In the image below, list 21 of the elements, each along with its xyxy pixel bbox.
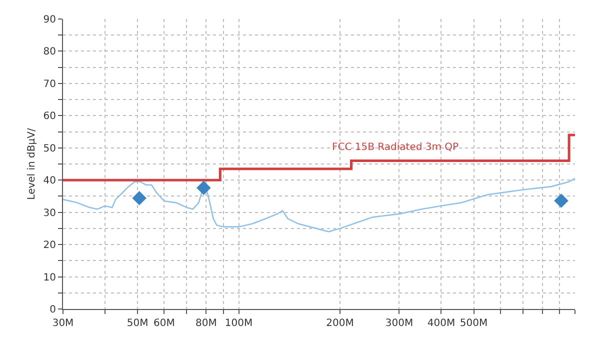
- y-tick-label: 50: [43, 143, 56, 154]
- annotation: FCC 15B Radiated 3m QP: [332, 142, 459, 153]
- y-tick-label: 30: [43, 208, 56, 219]
- y-tick-label: 90: [43, 14, 56, 26]
- x-tick-label: 400M: [427, 318, 456, 329]
- x-tick-label: 50M: [126, 318, 148, 329]
- y-tick-label: 20: [43, 240, 56, 252]
- x-tick-label: 500M: [460, 318, 488, 329]
- x-tick-label: 60M: [154, 318, 175, 329]
- x-tick-label: 30M: [52, 318, 74, 329]
- y-axis-title: Level in dBµV/: [26, 128, 38, 200]
- x-tick-label: 300M: [385, 318, 414, 329]
- y-tick-label: 60: [43, 111, 56, 122]
- y-tick-label: 70: [43, 78, 56, 90]
- x-tick-label: 80M: [196, 318, 217, 329]
- x-tick-label: 100M: [224, 318, 253, 329]
- y-tick-label: 80: [43, 46, 56, 58]
- x-tick-label: 200M: [326, 318, 354, 329]
- y-tick-label: 40: [43, 176, 56, 187]
- y-tick-label: 0: [50, 304, 56, 316]
- y-tick-label: 10: [43, 272, 56, 284]
